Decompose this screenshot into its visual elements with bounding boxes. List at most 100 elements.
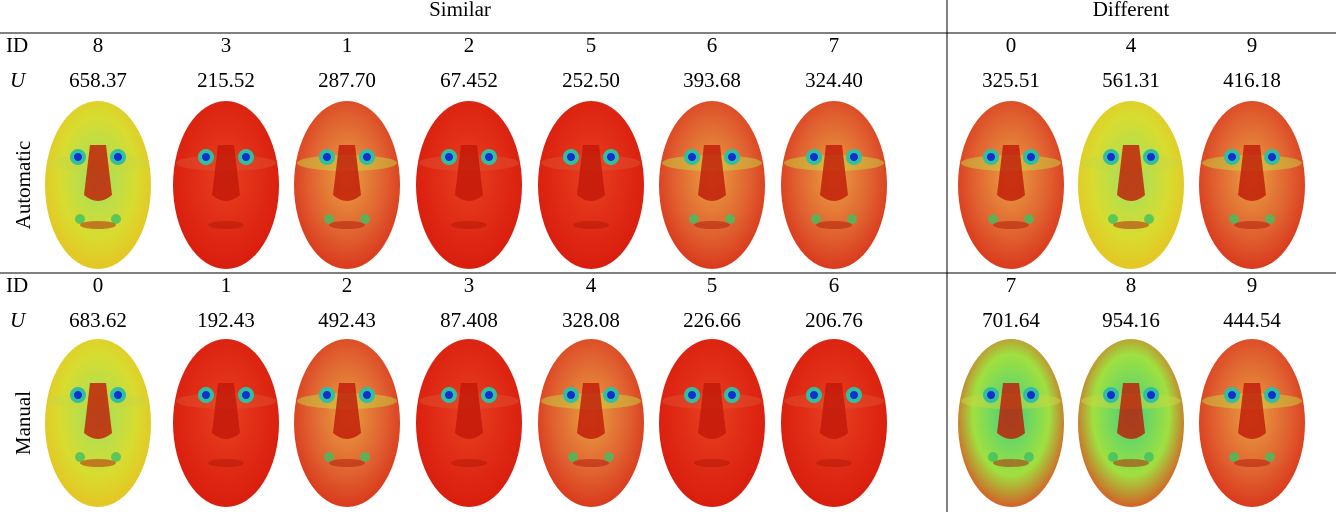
u-value: 287.70 (318, 68, 376, 92)
cheek (988, 214, 998, 224)
cheek (1229, 214, 1239, 224)
id: 5 (586, 33, 597, 57)
eye (1266, 151, 1278, 163)
eye (808, 389, 820, 401)
cheek (725, 214, 735, 224)
cheek (75, 452, 85, 462)
u-value: 325.51 (982, 68, 1040, 92)
eye (1025, 389, 1037, 401)
mouth (80, 221, 116, 229)
cheek (360, 214, 370, 224)
id: 9 (1247, 33, 1258, 57)
mouth (451, 221, 487, 229)
eye (848, 389, 860, 401)
row-label: Manual (11, 391, 35, 455)
eye (1105, 389, 1117, 401)
eye (321, 389, 333, 401)
mouth (80, 459, 116, 467)
id-label: ID (6, 33, 28, 57)
cheek (1229, 452, 1239, 462)
eye (361, 151, 373, 163)
mouth (1113, 459, 1149, 467)
id: 3 (221, 33, 232, 57)
eye (985, 151, 997, 163)
cheek (1024, 452, 1034, 462)
eye (1145, 151, 1157, 163)
u-value: 416.18 (1223, 68, 1281, 92)
u-value: 954.16 (1102, 308, 1160, 332)
cheek (1024, 214, 1034, 224)
cheek (988, 452, 998, 462)
eye (200, 151, 212, 163)
u-value: 561.31 (1102, 68, 1160, 92)
eye (726, 389, 738, 401)
cheek (360, 452, 370, 462)
id: 6 (707, 33, 718, 57)
cheek (568, 452, 578, 462)
mouth (329, 221, 365, 229)
mouth (208, 459, 244, 467)
eye (1025, 151, 1037, 163)
cheek (1144, 452, 1154, 462)
mouth (816, 221, 852, 229)
id: 1 (221, 273, 232, 297)
id: 1 (342, 33, 353, 57)
eye (605, 151, 617, 163)
eye (1226, 151, 1238, 163)
mouth (451, 459, 487, 467)
cheek (847, 214, 857, 224)
cheek (1265, 214, 1275, 224)
cheek (811, 214, 821, 224)
eye (361, 389, 373, 401)
cheek (1108, 214, 1118, 224)
mouth (1234, 221, 1270, 229)
mouth (573, 221, 609, 229)
id: 9 (1247, 273, 1258, 297)
id: 8 (93, 33, 104, 57)
u-value: 206.76 (805, 308, 863, 332)
id: 6 (829, 273, 840, 297)
eye (1226, 389, 1238, 401)
u-value: 328.08 (562, 308, 620, 332)
mouth (1113, 221, 1149, 229)
u-value: 226.66 (683, 308, 741, 332)
id: 2 (342, 273, 353, 297)
eye (726, 151, 738, 163)
cheek (324, 214, 334, 224)
mouth (816, 459, 852, 467)
eye (985, 389, 997, 401)
eye (321, 151, 333, 163)
similar-header: Similar (429, 0, 491, 21)
mouth (1234, 459, 1270, 467)
id: 4 (586, 273, 597, 297)
cheek (689, 214, 699, 224)
mouth (329, 459, 365, 467)
cheek (75, 214, 85, 224)
cheek (604, 452, 614, 462)
eye (240, 389, 252, 401)
u-label: U (10, 68, 27, 92)
eye (483, 151, 495, 163)
u-value: 393.68 (683, 68, 741, 92)
eye (443, 151, 455, 163)
id: 7 (1006, 273, 1017, 297)
eye (605, 389, 617, 401)
mouth (993, 459, 1029, 467)
cheek (111, 452, 121, 462)
u-value: 701.64 (982, 308, 1040, 332)
id: 5 (707, 273, 718, 297)
id: 8 (1126, 273, 1137, 297)
id: 4 (1126, 33, 1137, 57)
u-value: 87.408 (440, 308, 498, 332)
u-value: 658.37 (69, 68, 127, 92)
eye (200, 389, 212, 401)
eye (1266, 389, 1278, 401)
u-value: 67.452 (440, 68, 498, 92)
eye (112, 389, 124, 401)
eye (72, 151, 84, 163)
id-label: ID (6, 273, 28, 297)
cheek (1144, 214, 1154, 224)
id: 3 (464, 273, 475, 297)
eye (72, 389, 84, 401)
mouth (694, 221, 730, 229)
